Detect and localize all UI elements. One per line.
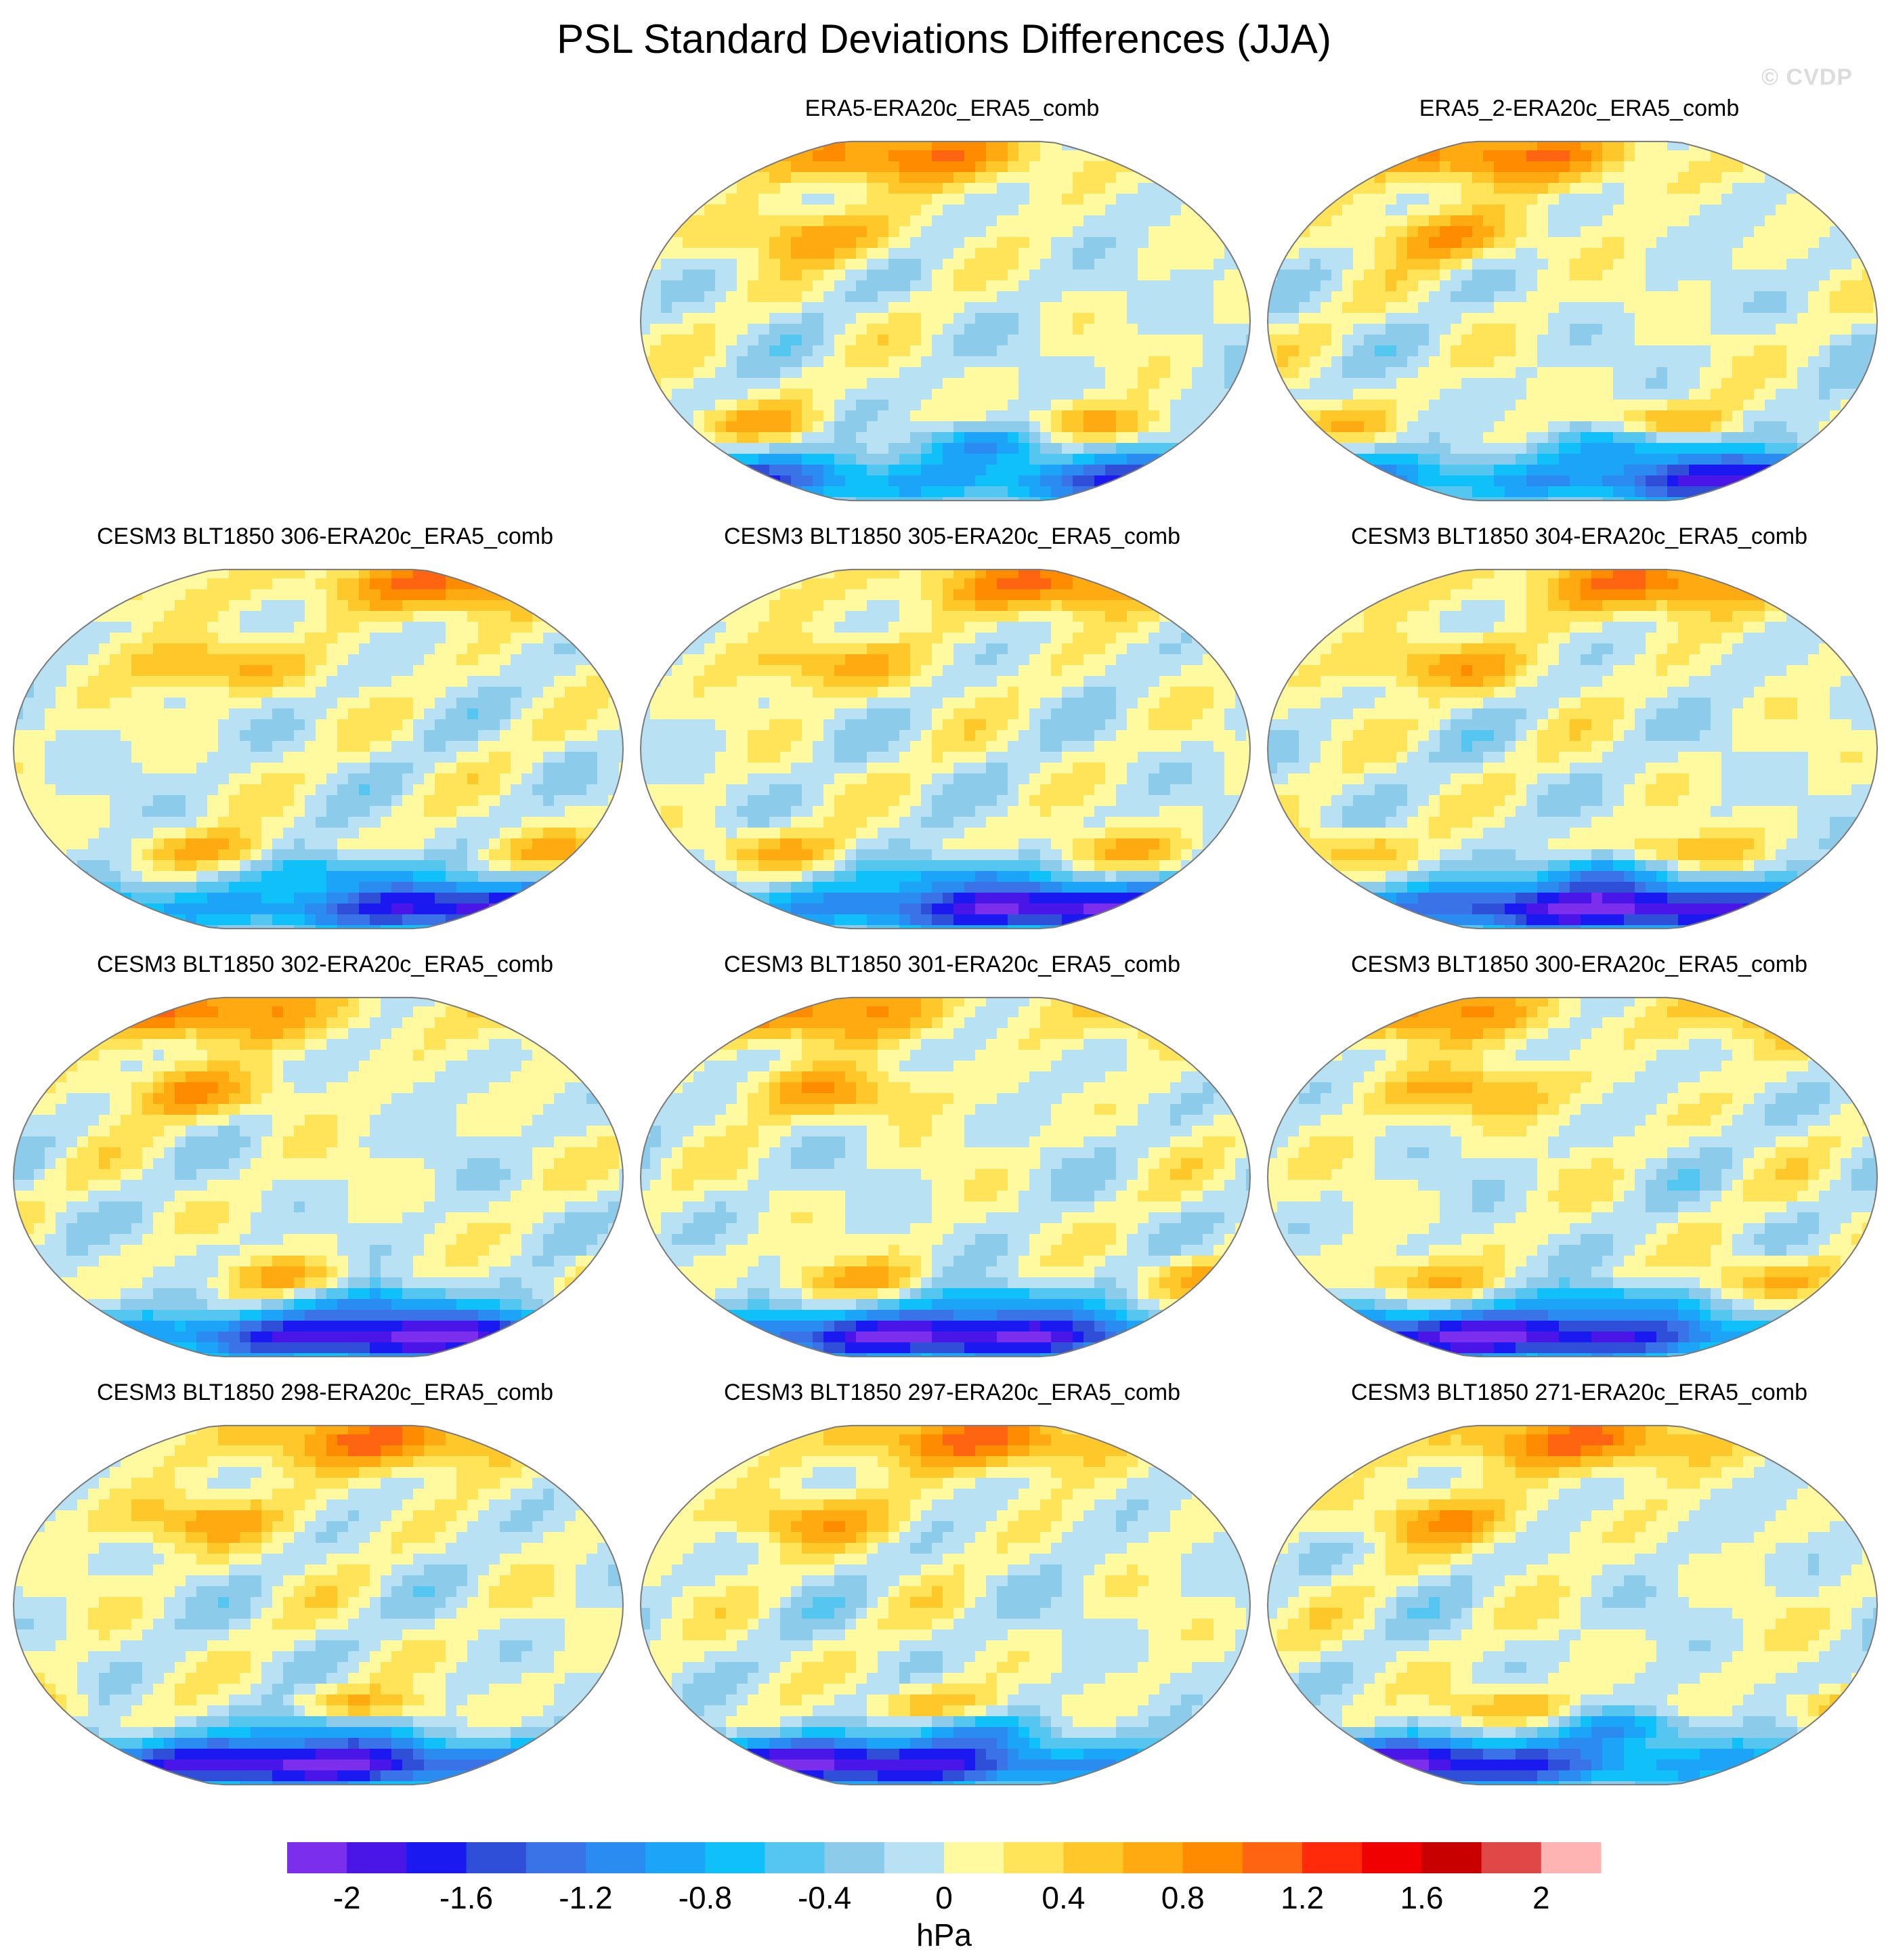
map-panel-b305: CESM3 BLT1850 305-ERA20c_ERA5_comb — [639, 523, 1265, 943]
map-b302 — [12, 996, 624, 1358]
map-outline — [1266, 140, 1879, 502]
map-outline — [1266, 1424, 1879, 1786]
contour-field — [14, 997, 623, 1357]
colorbar-box — [1541, 1842, 1602, 1873]
colorbar-box — [466, 1842, 527, 1873]
colorbar-box — [1481, 1842, 1542, 1873]
map-outline — [12, 996, 624, 1358]
map-outline — [1266, 568, 1879, 930]
map-b297 — [639, 1424, 1251, 1786]
colorbar-tick-label: 0.4 — [1042, 1880, 1085, 1915]
panel-title: ERA5_2-ERA20c_ERA5_comb — [1266, 95, 1888, 122]
colorbar-tick-label: 2 — [1532, 1880, 1550, 1915]
map-panel-b301: CESM3 BLT1850 301-ERA20c_ERA5_comb — [639, 951, 1265, 1371]
colorbar-box — [1182, 1842, 1243, 1873]
map-panel-b271: CESM3 BLT1850 271-ERA20c_ERA5_comb — [1266, 1379, 1888, 1799]
contour-field — [1268, 1425, 1877, 1785]
colorbar-box — [1123, 1842, 1184, 1873]
colorbar-box — [1302, 1842, 1363, 1873]
colorbar-box — [1063, 1842, 1124, 1873]
panel-title: CESM3 BLT1850 302-ERA20c_ERA5_comb — [12, 951, 638, 978]
contour-field — [641, 997, 1250, 1357]
colorbar-box — [287, 1842, 347, 1873]
colorbar-box — [824, 1842, 885, 1873]
map-b271 — [1266, 1424, 1879, 1786]
contour-field — [641, 1425, 1250, 1785]
map-outline — [12, 1424, 624, 1786]
panel-title: CESM3 BLT1850 298-ERA20c_ERA5_comb — [12, 1379, 638, 1406]
panel-title: CESM3 BLT1850 306-ERA20c_ERA5_comb — [12, 523, 638, 550]
colorbar-tick-label: 0.8 — [1161, 1880, 1205, 1915]
map-b298 — [12, 1424, 624, 1786]
map-era5_2 — [1266, 140, 1879, 502]
panel-title: CESM3 BLT1850 271-ERA20c_ERA5_comb — [1266, 1379, 1888, 1406]
colorbar-tick-label: -0.4 — [798, 1880, 851, 1915]
colorbar-box — [585, 1842, 646, 1873]
colorbar-tick-label: -1.6 — [439, 1880, 493, 1915]
colorbar-tick-label: 0 — [935, 1880, 953, 1915]
contour-field — [14, 1425, 623, 1785]
map-panel-b304: CESM3 BLT1850 304-ERA20c_ERA5_comb — [1266, 523, 1888, 943]
chart-title: PSL Standard Deviations Differences (JJA… — [0, 15, 1888, 64]
map-outline — [639, 568, 1251, 930]
map-panel-b297: CESM3 BLT1850 297-ERA20c_ERA5_comb — [639, 1379, 1265, 1799]
colorbar-box — [1242, 1842, 1303, 1873]
map-outline — [639, 996, 1251, 1358]
watermark: © CVDP — [1761, 64, 1853, 91]
map-b304 — [1266, 568, 1879, 930]
colorbar-box — [1362, 1842, 1422, 1873]
map-outline — [639, 140, 1251, 502]
map-panel-b302: CESM3 BLT1850 302-ERA20c_ERA5_comb — [12, 951, 638, 1371]
colorbar-box — [406, 1842, 467, 1873]
colorbar-box — [944, 1842, 1004, 1873]
colorbar-tick-label: -1.2 — [559, 1880, 612, 1915]
colorbar-box — [1421, 1842, 1482, 1873]
map-b306 — [12, 568, 624, 930]
map-panel-b306: CESM3 BLT1850 306-ERA20c_ERA5_comb — [12, 523, 638, 943]
colorbar-box — [884, 1842, 945, 1873]
contour-field — [641, 569, 1250, 929]
map-era5 — [639, 140, 1251, 502]
map-b300 — [1266, 996, 1879, 1358]
colorbar-box — [705, 1842, 765, 1873]
colorbar: -2 -1.6 -1.2 -0.8 -0.4 0 0.4 0.8 1.2 1.6 2 — [287, 1842, 1602, 1915]
map-outline — [12, 568, 624, 930]
colorbar-box — [525, 1842, 586, 1873]
map-panel-era5_2: ERA5_2-ERA20c_ERA5_comb — [1266, 95, 1888, 515]
colorbar-box — [347, 1842, 407, 1873]
colorbar-tick-label: 1.6 — [1400, 1880, 1444, 1915]
contour-field — [1268, 997, 1877, 1357]
panel-title: CESM3 BLT1850 305-ERA20c_ERA5_comb — [639, 523, 1265, 550]
map-b305 — [639, 568, 1251, 930]
map-panel-era5: ERA5-ERA20c_ERA5_comb — [639, 95, 1265, 515]
colorbar-box — [645, 1842, 706, 1873]
panel-title: CESM3 BLT1850 301-ERA20c_ERA5_comb — [639, 951, 1265, 978]
colorbar-box — [1004, 1842, 1064, 1873]
map-outline — [639, 1424, 1251, 1786]
panel-title: CESM3 BLT1850 304-ERA20c_ERA5_comb — [1266, 523, 1888, 550]
contour-field — [1268, 569, 1877, 929]
panel-title: CESM3 BLT1850 297-ERA20c_ERA5_comb — [639, 1379, 1265, 1406]
colorbar-tick-label: -0.8 — [679, 1880, 732, 1915]
colorbar-units-label: hPa — [0, 1917, 1888, 1953]
colorbar-box — [765, 1842, 825, 1873]
contour-field — [14, 569, 623, 929]
colorbar-tick-label: 1.2 — [1281, 1880, 1324, 1915]
map-panel-b300: CESM3 BLT1850 300-ERA20c_ERA5_comb — [1266, 951, 1888, 1371]
panel-title: CESM3 BLT1850 300-ERA20c_ERA5_comb — [1266, 951, 1888, 978]
contour-field — [641, 141, 1250, 501]
panel-title: ERA5-ERA20c_ERA5_comb — [639, 95, 1265, 122]
map-b301 — [639, 996, 1251, 1358]
colorbar-tick-label: -2 — [333, 1880, 361, 1915]
map-outline — [1266, 996, 1879, 1358]
map-panel-b298: CESM3 BLT1850 298-ERA20c_ERA5_comb — [12, 1379, 638, 1799]
contour-field — [1268, 141, 1877, 501]
